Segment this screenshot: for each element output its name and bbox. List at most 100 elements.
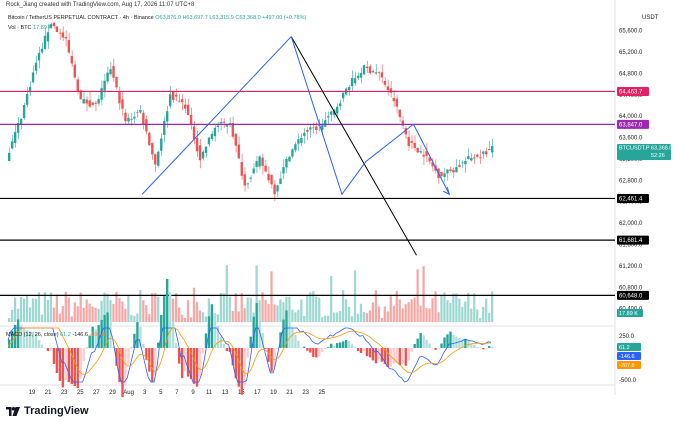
volume-bar (353, 270, 357, 322)
macd-badge-label: -146.6 (619, 354, 635, 360)
volume-bar (341, 290, 345, 322)
volume-bar (121, 301, 124, 322)
time-tick-label: 3 (143, 390, 147, 396)
macd-histogram-bar (127, 348, 130, 365)
macd-histogram-bar (189, 348, 193, 380)
candle-body (255, 161, 258, 167)
volume-bar (243, 308, 246, 322)
macd-histogram-bar (124, 348, 127, 386)
macd-histogram-bar (222, 343, 226, 348)
macd-signal-line (7, 327, 492, 375)
macd-histogram-bar (306, 348, 309, 351)
macd-histogram-bar (473, 344, 476, 348)
volume-bar (315, 296, 318, 322)
volume-bar (130, 314, 133, 322)
volume-bar (443, 292, 446, 322)
candle-body (37, 52, 41, 61)
macd-histogram-bar (330, 343, 333, 348)
candle-body (169, 94, 172, 107)
volume-bar (359, 303, 363, 322)
candle-body (398, 109, 401, 118)
volume-badge-label: 17.89 K (619, 311, 638, 317)
volume-bar (97, 308, 100, 322)
candle-body (455, 167, 458, 173)
candle-body (461, 162, 464, 164)
volume-bar (207, 298, 211, 322)
candle-body (109, 69, 112, 75)
volume-bar (264, 299, 267, 322)
candle-body (386, 86, 390, 91)
volume-bar (413, 297, 416, 322)
macd-histogram-bar (237, 348, 240, 387)
price-level-badge (617, 119, 649, 129)
macd-histogram-bar (464, 338, 467, 348)
candle-body (422, 154, 425, 157)
macd-histogram-bar (291, 327, 294, 348)
projection-path (290, 36, 450, 196)
volume-bar (374, 290, 378, 322)
candle-body (473, 157, 476, 159)
macd-histogram-bar (31, 331, 35, 348)
volume-bar (431, 298, 434, 322)
macd-histogram-bar (201, 348, 205, 354)
volume-bar (25, 295, 29, 322)
macd-histogram-bar (410, 348, 413, 353)
candle-body (136, 112, 139, 114)
time-tick-label: 13 (222, 390, 229, 396)
macd-histogram-bar (61, 348, 65, 388)
macd-legend: MACD (12, 26, close) 61.2 -146.6 -207.8 (6, 332, 105, 338)
volume-bar (464, 301, 467, 322)
price-level-badge (617, 86, 649, 96)
macd-histogram-bar (452, 334, 455, 348)
macd-histogram-bar (401, 348, 404, 364)
candle-body (43, 35, 47, 50)
macd-histogram-bar (157, 342, 160, 348)
volume-bar (19, 296, 23, 322)
volume-bar (64, 291, 67, 322)
candle-body (401, 120, 404, 126)
candle-body (359, 73, 363, 78)
macd-histogram-bar (148, 348, 151, 372)
time-tick-label: 21 (45, 390, 52, 396)
volume-bar (419, 305, 422, 322)
candle-body (321, 125, 324, 131)
volume-bar (377, 306, 380, 322)
brand-name: TradingView (24, 405, 89, 417)
candle-body (341, 92, 345, 99)
volume-bar (470, 308, 473, 322)
candle-body (88, 100, 91, 107)
volume-bar (148, 314, 151, 322)
macd-histogram-bar (73, 348, 76, 386)
candle-body (482, 151, 485, 154)
candle-body (142, 112, 145, 125)
macd-histogram-bar (145, 348, 148, 360)
macd-histogram-bar (252, 316, 255, 348)
volume-bar (270, 271, 273, 322)
volume-bar (338, 311, 342, 322)
candle-body (31, 72, 35, 83)
macd-histogram-bar (58, 348, 62, 381)
candle-body (425, 151, 428, 156)
credit-line: Rock_Jiang created with TradingView.com,… (6, 2, 195, 8)
volume-bar (401, 308, 404, 322)
candle-body (118, 91, 121, 104)
macd-histogram-bar (282, 319, 285, 348)
volume-bar (294, 312, 297, 322)
volume-bar (318, 297, 321, 322)
macd-histogram-bar (195, 348, 199, 387)
volume-bar (231, 311, 234, 322)
tradingview-logo-icon (6, 406, 20, 416)
macd-histogram-bar (309, 348, 312, 353)
candle-body (258, 156, 261, 167)
volume-bar (115, 291, 118, 322)
last-price-countdown: 52:26 (651, 153, 665, 159)
last-price-badge (617, 144, 671, 161)
candle-body (261, 157, 264, 166)
volume-bar (455, 293, 458, 322)
macd-histogram-bar (139, 326, 142, 348)
volume-bar (100, 300, 103, 322)
macd-histogram-bar (52, 348, 56, 364)
volume-bar (398, 299, 401, 322)
macd-histogram-bar (174, 343, 178, 348)
